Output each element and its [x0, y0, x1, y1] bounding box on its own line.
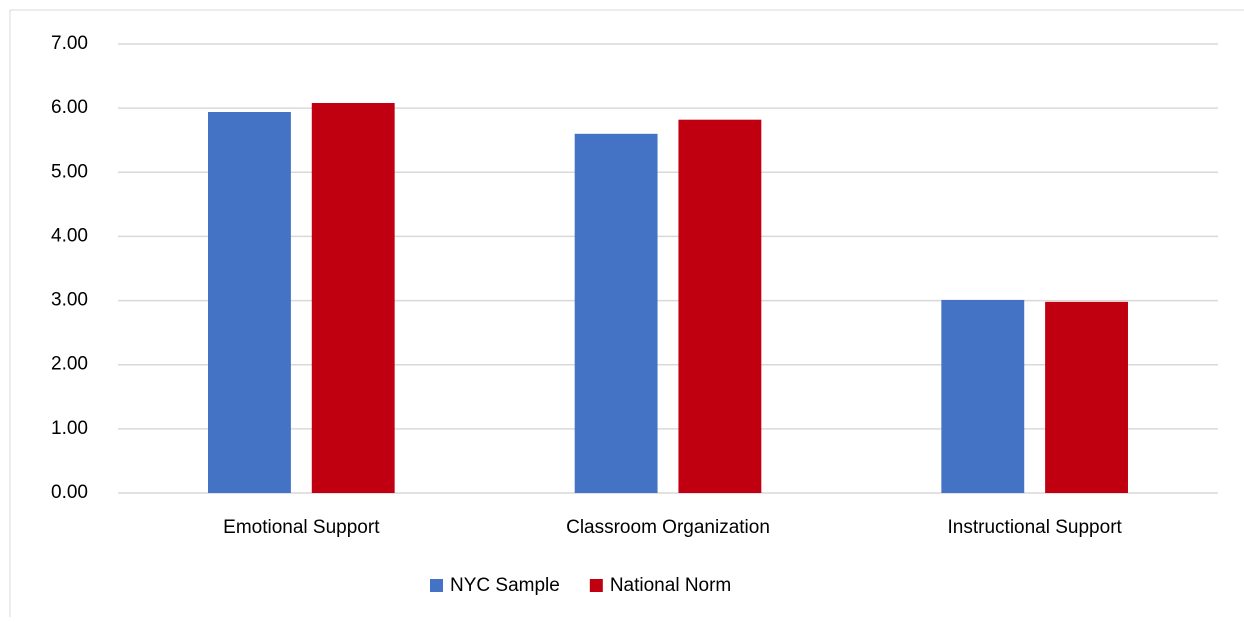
- bar: [941, 299, 1025, 493]
- legend-label: NYC Sample: [450, 575, 560, 596]
- legend-swatch: [589, 579, 603, 592]
- y-tick-label: 2.00: [51, 354, 88, 375]
- bar: [1045, 301, 1128, 493]
- bar: [208, 111, 291, 494]
- y-tick-label: 4.00: [51, 225, 88, 246]
- y-tick-label: 3.00: [51, 290, 88, 311]
- y-tick-label: 7.00: [51, 33, 88, 54]
- x-tick-label: Emotional Support: [223, 517, 380, 538]
- x-tick-label: Instructional Support: [948, 517, 1123, 538]
- x-tick-label: Classroom Organization: [566, 517, 770, 538]
- y-tick-label: 0.00: [51, 482, 88, 503]
- bar: [678, 119, 762, 493]
- legend-label: National Norm: [610, 575, 731, 596]
- bar: [574, 133, 658, 494]
- legend-swatch: [430, 579, 443, 592]
- bar: [311, 103, 395, 494]
- y-tick-label: 5.00: [51, 161, 88, 182]
- y-tick-label: 1.00: [51, 418, 88, 439]
- y-tick-label: 6.00: [51, 97, 88, 118]
